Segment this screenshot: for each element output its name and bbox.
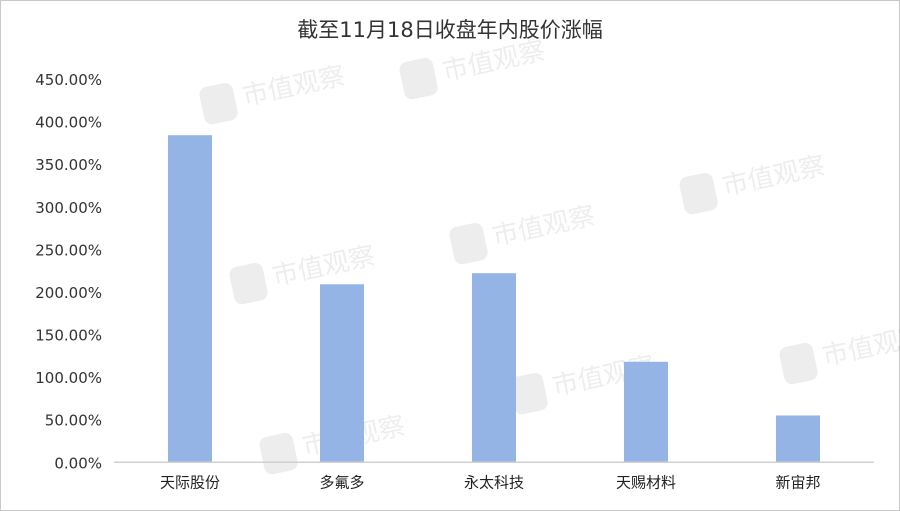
bar [624, 361, 668, 463]
bar [776, 415, 820, 463]
x-tick-label: 永太科技 [464, 473, 524, 491]
y-tick-label: 350.00% [35, 156, 102, 174]
y-tick-label: 0.00% [54, 454, 102, 472]
y-tick-label: 250.00% [35, 241, 102, 259]
bar [320, 284, 364, 463]
chart-title: 截至11月18日收盘年内股价涨幅 [297, 18, 603, 42]
x-tick-label: 多氟多 [319, 473, 364, 491]
bar [472, 273, 516, 463]
bar [168, 135, 212, 463]
y-tick-label: 450.00% [35, 71, 102, 89]
y-tick-label: 400.00% [35, 114, 102, 132]
x-tick-label: 新宙邦 [775, 473, 820, 491]
y-tick-label: 200.00% [35, 284, 102, 302]
y-tick-label: 150.00% [35, 327, 102, 345]
y-tick-label: 50.00% [45, 412, 102, 430]
y-tick-label: 100.00% [35, 369, 102, 387]
x-tick-label: 天际股份 [160, 473, 220, 491]
y-tick-label: 300.00% [35, 199, 102, 217]
x-tick-label: 天赐材料 [616, 473, 676, 491]
